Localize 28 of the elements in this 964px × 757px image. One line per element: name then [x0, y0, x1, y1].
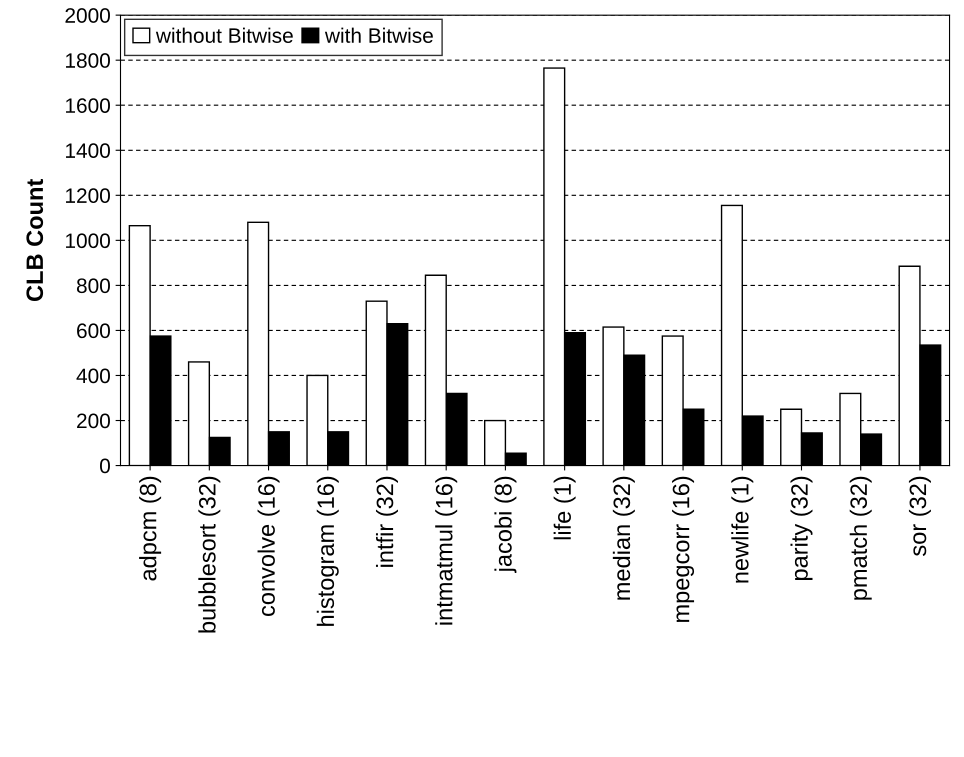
x-tick-label: sor (32): [908, 476, 931, 556]
x-tick-label: newlife (1): [731, 476, 754, 583]
y-axis-title: CLB Count: [26, 179, 44, 302]
legend-label: with Bitwise: [324, 28, 433, 43]
x-tick-label: jacobi (8): [494, 476, 516, 573]
legend-label: without Bitwise: [156, 28, 293, 43]
x-tick-label: pmatch (32): [850, 476, 872, 600]
x-tick-label: bubblesort (32): [198, 476, 220, 633]
x-tick-label: adpcm (8): [139, 476, 162, 581]
y-tick-label: 400: [76, 368, 110, 384]
y-tick-label: 2000: [65, 8, 110, 23]
x-tick-label: life (1): [554, 476, 576, 540]
y-tick-label: 1400: [66, 143, 110, 158]
x-tick-label: convolve (16): [258, 476, 280, 616]
y-tick-label: 1800: [66, 53, 110, 68]
x-tick-label: histogram (16): [316, 476, 339, 626]
y-tick-label: 0: [100, 458, 110, 474]
x-tick-label: mpegcorr (16): [672, 476, 694, 622]
x-tick-label: parity (32): [790, 476, 812, 580]
y-tick-label: 1000: [66, 233, 110, 248]
y-tick-label: 1600: [66, 98, 110, 113]
y-tick-label: 600: [77, 323, 110, 338]
x-tick-label: intmatmul (16): [435, 476, 458, 625]
x-tick-label: median (32): [612, 476, 635, 600]
y-tick-label: 1200: [66, 188, 110, 204]
y-tick-label: 800: [76, 278, 110, 294]
y-tick-label: 200: [77, 414, 110, 428]
x-tick-label: intfir (32): [376, 476, 398, 567]
